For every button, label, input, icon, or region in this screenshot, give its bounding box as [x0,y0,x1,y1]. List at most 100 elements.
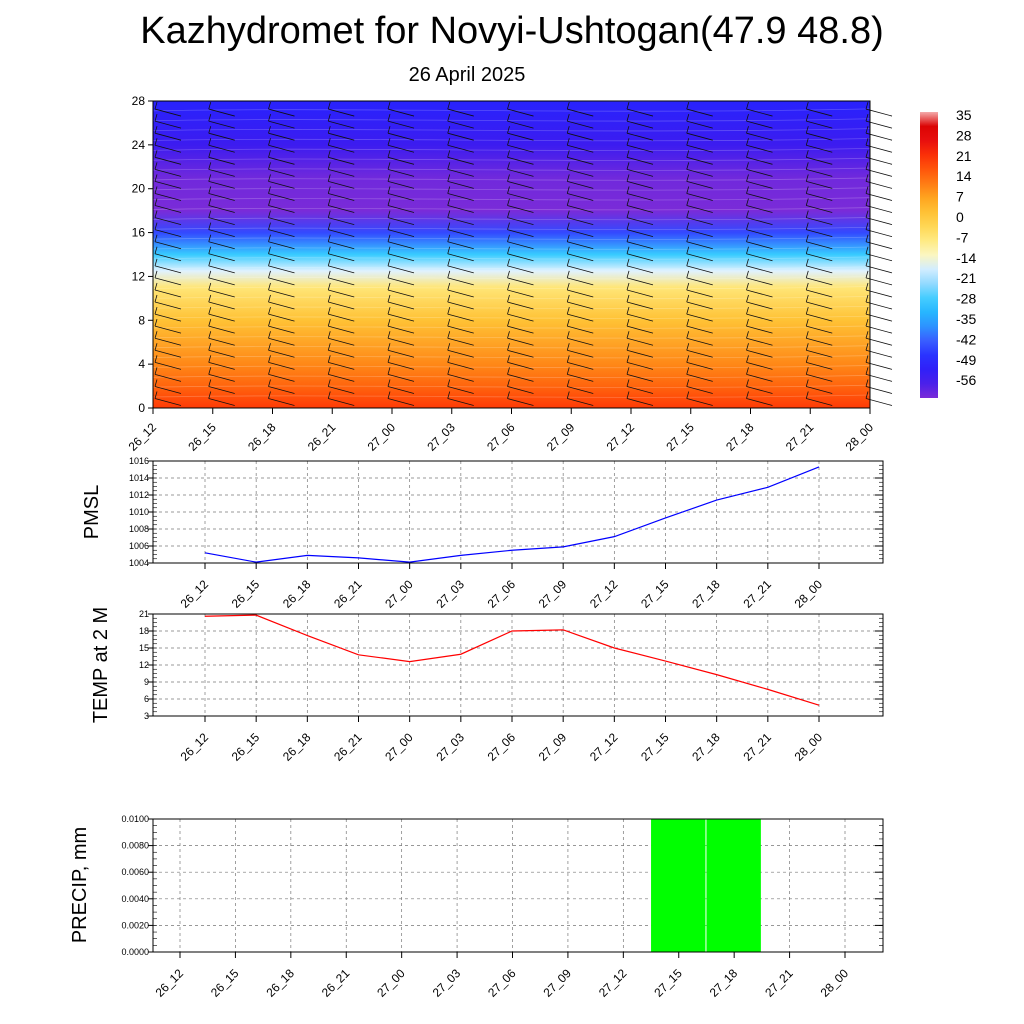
wind-barb [268,181,295,189]
wind-barb [268,193,295,201]
wind-barb [626,229,654,238]
wind-barb-flag [447,210,451,218]
wind-barb-flag [387,198,391,206]
wind-barb-flag [268,379,271,387]
y-tick-label: 1016 [129,456,149,466]
wind-barb [507,205,534,213]
y-tick-label: 3 [144,711,149,721]
wind-barb-flag [805,101,809,110]
contour-line [152,394,871,398]
wind-barb-flag [447,331,451,339]
x-tick-label: 26_12 [178,577,212,611]
contour-line [152,167,871,171]
wind-barb-flag [208,162,212,170]
wind-barb [686,156,713,165]
wind-barb [507,229,534,238]
panel-frame [152,613,884,717]
wind-barb-flag [746,138,749,146]
wind-barb-flag [154,210,158,218]
wind-barb-flag [327,294,331,303]
wind-barb [686,289,713,298]
wind-barb-flag [746,162,749,170]
wind-barb [626,349,654,358]
wind-barb-flag [327,198,331,206]
wind-barb-flag [746,222,749,230]
wind-barb [447,108,474,117]
x-tick-label: 26_18 [245,420,279,454]
wind-barb-flag [865,234,869,242]
wind-barb-flag [566,331,570,339]
x-tick-label: 27_03 [433,730,467,764]
wind-barb-flag [507,282,510,291]
y-tick-label: 15 [139,643,149,653]
x-tick-label: 26_18 [280,730,314,764]
wind-barb [268,156,295,165]
wind-barb [154,289,182,298]
wind-barb-flag [447,343,451,351]
wind-barb-flag [686,114,690,122]
wind-barb [806,361,833,370]
wind-barb-flag [268,319,271,327]
y-tick-label: 1012 [129,490,149,500]
wind-barb [567,289,594,298]
wind-barb [154,217,182,225]
wind-barb-flag [327,114,331,122]
wind-barb [746,144,773,153]
wind-barb-flag [327,150,331,158]
wind-barb [208,313,235,322]
wind-barb [447,229,474,238]
wind-barb-flag [566,126,570,134]
x-tick-label: 27_15 [638,577,672,611]
wind-barb-flag [686,258,690,266]
wind-barb-flag [626,222,630,230]
wind-barb [806,398,833,406]
wind-barb [154,241,182,250]
wind-barb [328,361,355,370]
wind-barb-flag [686,126,690,134]
wind-barb [328,289,355,298]
wind-barb [208,241,235,250]
wind-barb [626,120,654,129]
wind-barb [746,181,773,189]
wind-barb-flag [447,198,451,206]
wind-barb [626,374,654,382]
wind-barb-flag [507,367,510,375]
wind-barb-flag [805,210,809,218]
wind-barb [154,337,182,346]
wind-barb-flag [805,379,809,387]
wind-barb-flag [746,270,749,279]
wind-barb [328,313,355,322]
wind-barb [626,168,654,177]
wind-barb-flag [327,162,331,170]
wind-barb-flag [327,246,331,254]
wind-barb [686,386,713,394]
x-tick-label: 27_03 [433,577,467,611]
wind-barb [208,108,235,117]
wind-barb [746,301,773,310]
wind-barb-flag [268,294,271,303]
y-tick-label: 1014 [129,473,149,483]
wind-barb [806,181,833,189]
wind-barb [626,361,654,370]
x-tick-label: 27_06 [485,577,519,611]
wind-barb [154,193,182,201]
wind-barb [387,337,415,346]
wind-barb-flag [805,294,809,303]
x-tick-label: 27_21 [762,966,796,1000]
wind-barb [507,289,534,298]
contour-line [152,177,871,181]
wind-barb-flag [746,391,749,399]
wind-barb-flag [566,114,570,122]
y-tick-label: 9 [144,677,149,687]
wind-barb [507,313,534,322]
wind-barb-flag [686,355,690,363]
wind-barb [806,168,833,177]
wind-barb-flag [447,367,451,375]
y-axis-label: PMSL [81,485,103,539]
wind-barb [686,374,713,382]
wind-barb [447,168,474,177]
wind-barb [507,386,534,394]
wind-barb-flag [154,343,158,351]
contour-line [152,365,871,369]
wind-barb [328,386,355,394]
